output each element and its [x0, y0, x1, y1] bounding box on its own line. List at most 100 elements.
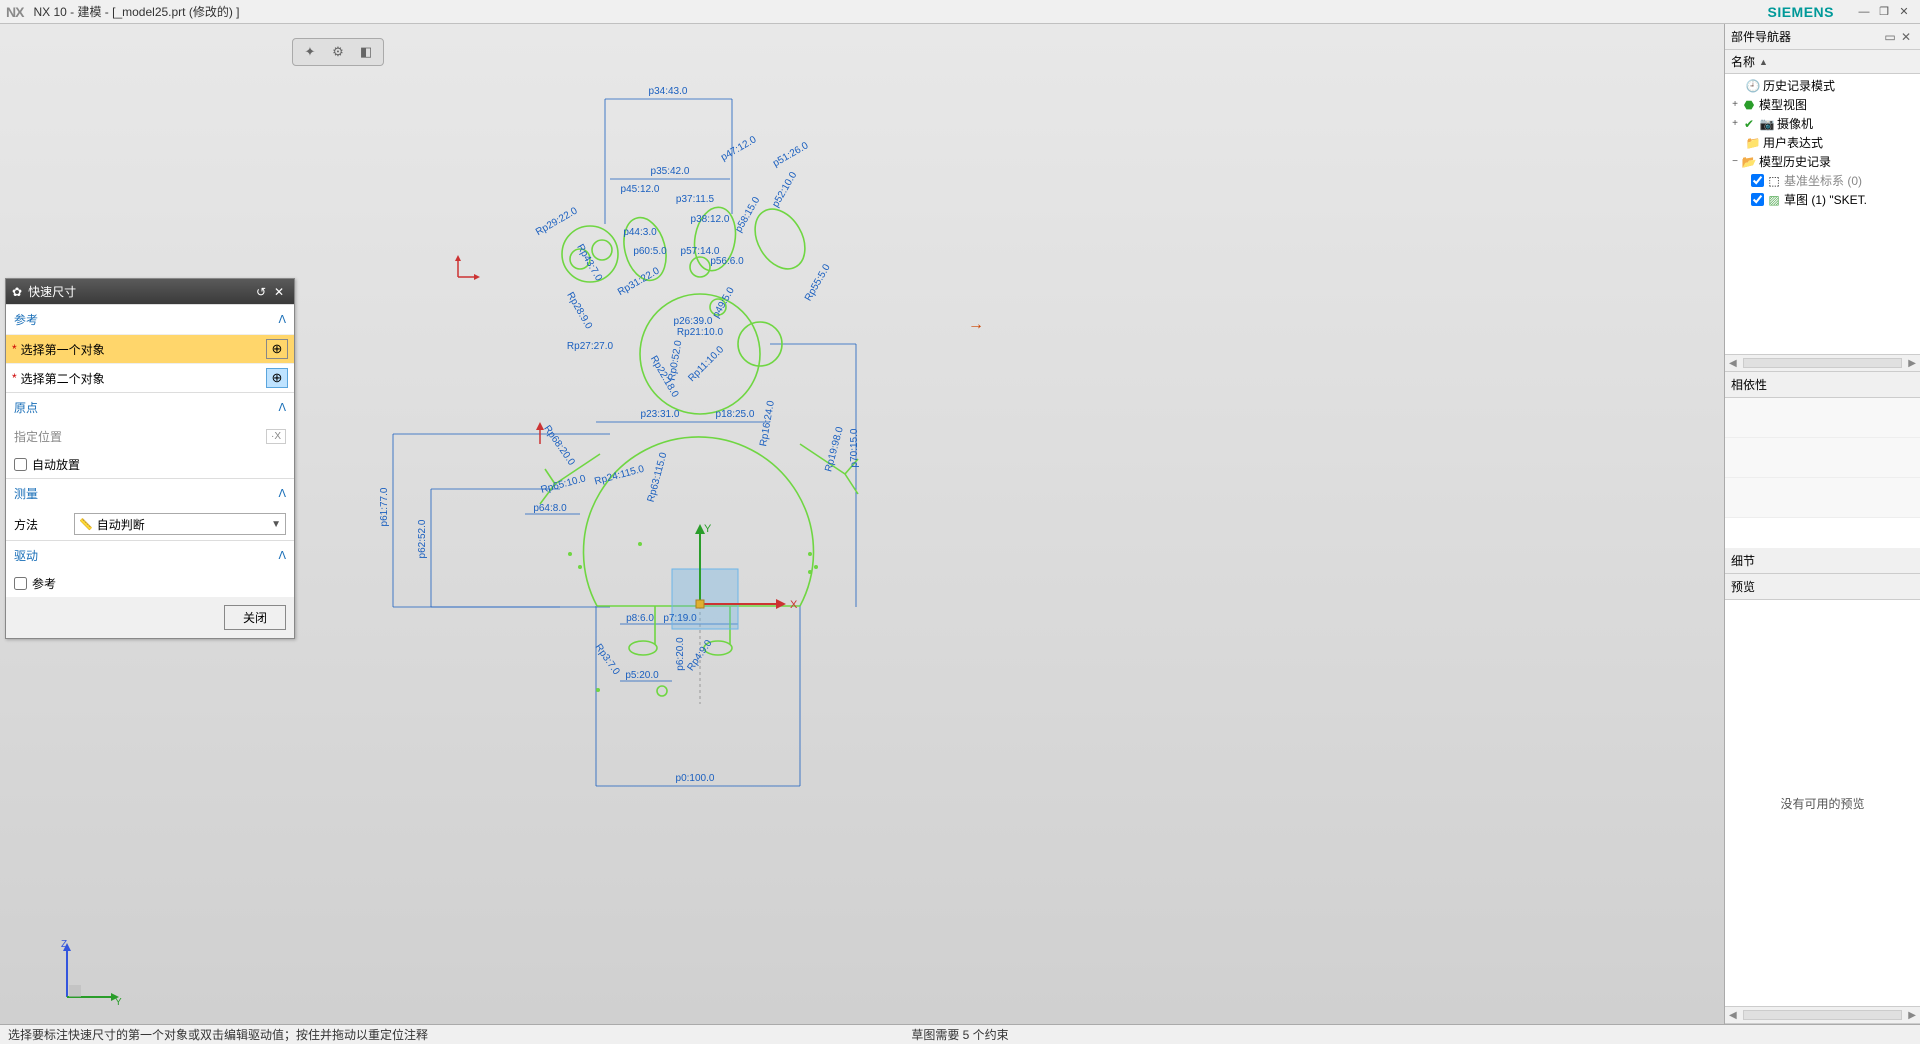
horizontal-scrollbar[interactable]: ◀▶ — [1725, 354, 1920, 372]
svg-text:p70:15.0: p70:15.0 — [849, 428, 860, 467]
nx-logo: NX — [6, 4, 23, 20]
navigator-header: 部件导航器 ▭ ✕ — [1725, 24, 1920, 50]
view-triad[interactable]: Z Y — [55, 939, 125, 1014]
direction-arrow-icon: → — [968, 316, 984, 334]
section-drive[interactable]: 驱动 ᐱ — [6, 540, 294, 570]
tree-node-model-history[interactable]: −📂模型历史记录 — [1725, 152, 1920, 171]
reference-checkbox[interactable] — [14, 577, 27, 590]
gear-icon: ✿ — [12, 285, 22, 299]
svg-text:Z: Z — [61, 939, 67, 950]
tree-node-user-expr[interactable]: 📁用户表达式 — [1725, 133, 1920, 152]
svg-text:p18:25.0: p18:25.0 — [716, 409, 755, 420]
status-bar: 选择要标注快速尺寸的第一个对象或双击编辑驱动值；按住并拖动以重定位注释 草图需要… — [0, 1024, 1920, 1044]
select-second-object-row[interactable]: *选择第二个对象 ⊕ — [6, 363, 294, 392]
svg-text:p47:12.0: p47:12.0 — [719, 134, 759, 163]
status-left: 选择要标注快速尺寸的第一个对象或双击编辑驱动值；按住并拖动以重定位注释 — [8, 1026, 428, 1043]
svg-text:p49:5.0: p49:5.0 — [711, 285, 737, 320]
dialog-titlebar[interactable]: ✿ 快速尺寸 ↺ ✕ — [6, 279, 294, 304]
dialog-reset-icon[interactable]: ↺ — [252, 285, 270, 299]
svg-text:Rp68:20.0: Rp68:20.0 — [541, 424, 577, 468]
section-reference[interactable]: 参考 ᐱ — [6, 304, 294, 334]
dependency-section-header[interactable]: 相依性 — [1725, 372, 1920, 398]
select-first-object-row[interactable]: *选择第一个对象 ⊕ — [6, 334, 294, 363]
tree-node-model-view[interactable]: +⬣模型视图 — [1725, 95, 1920, 114]
svg-text:Y: Y — [704, 523, 712, 535]
specify-location-row[interactable]: 指定位置 ·X — [6, 422, 294, 451]
csys-marker — [450, 255, 480, 290]
sketch-floating-toolbar: ✦ ⚙ ◧ — [292, 38, 384, 66]
section-measure[interactable]: 测量 ᐱ — [6, 478, 294, 508]
svg-text:Rp63:115.0: Rp63:115.0 — [646, 451, 670, 504]
chevron-up-icon: ᐱ — [278, 487, 286, 500]
svg-text:Rp3:7.0: Rp3:7.0 — [592, 642, 621, 677]
pick-icon[interactable]: ⊕ — [266, 339, 288, 359]
pick-icon[interactable]: ⊕ — [266, 368, 288, 388]
minimize-button[interactable]: — — [1854, 4, 1874, 20]
tree-node-camera[interactable]: +✔📷摄像机 — [1725, 114, 1920, 133]
tree-node-datum-csys[interactable]: ⬚基准坐标系 (0) — [1725, 171, 1920, 190]
siemens-brand: SIEMENS — [1767, 4, 1834, 20]
svg-text:Y: Y — [115, 997, 122, 1008]
auto-place-checkbox[interactable] — [14, 458, 27, 471]
svg-text:p37:11.5: p37:11.5 — [676, 194, 715, 205]
orient-icon[interactable]: ✦ — [301, 43, 319, 61]
svg-text:Rp27:27.0: Rp27:27.0 — [567, 341, 614, 352]
tree-node-history-mode[interactable]: 🕘历史记录模式 — [1725, 76, 1920, 95]
horizontal-scrollbar[interactable]: ◀▶ — [1725, 1006, 1920, 1024]
title-bar: NX NX 10 - 建模 - [_model25.prt (修改的) ] SI… — [0, 0, 1920, 24]
node-checkbox[interactable] — [1751, 193, 1764, 206]
svg-text:p58:15.0: p58:15.0 — [733, 195, 762, 235]
svg-text:p5:20.0: p5:20.0 — [625, 670, 659, 681]
svg-text:p61:77.0: p61:77.0 — [379, 487, 390, 526]
svg-text:p0:100.0: p0:100.0 — [676, 773, 715, 784]
section-origin[interactable]: 原点 ᐱ — [6, 392, 294, 422]
preview-section-header[interactable]: 预览 — [1725, 574, 1920, 600]
svg-text:p64:8.0: p64:8.0 — [533, 503, 567, 514]
node-checkbox[interactable] — [1751, 174, 1764, 187]
close-button[interactable]: 关闭 — [224, 605, 286, 630]
svg-text:X: X — [790, 599, 798, 611]
svg-text:p44:3.0: p44:3.0 — [623, 227, 657, 238]
maximize-button[interactable]: ❐ — [1874, 4, 1894, 20]
svg-text:Rp29:22.0: Rp29:22.0 — [534, 205, 580, 238]
quick-dimension-dialog: ✿ 快速尺寸 ↺ ✕ 参考 ᐱ *选择第一个对象 ⊕ *选择第二个对象 ⊕ 原点… — [5, 278, 295, 639]
close-button[interactable]: ✕ — [1894, 4, 1914, 20]
chevron-up-icon: ᐱ — [278, 549, 286, 562]
method-row: 方法 📏 自动判断 ▼ — [6, 508, 294, 540]
ruler-icon: 📏 — [79, 518, 93, 531]
svg-text:Rp31:22.0: Rp31:22.0 — [616, 265, 662, 298]
settings-icon[interactable]: ⚙ — [329, 43, 347, 61]
svg-text:p7:19.0: p7:19.0 — [663, 613, 697, 624]
dialog-close-icon[interactable]: ✕ — [270, 285, 288, 299]
svg-text:Rp19:98.0: Rp19:98.0 — [823, 425, 846, 473]
navigator-tree[interactable]: 🕘历史记录模式 +⬣模型视图 +✔📷摄像机 📁用户表达式 −📂模型历史记录 ⬚基… — [1725, 74, 1920, 354]
part-navigator-panel: 部件导航器 ▭ ✕ 名称 ▲ 🕘历史记录模式 +⬣模型视图 +✔📷摄像机 📁用户… — [1724, 24, 1920, 1024]
chevron-up-icon: ᐱ — [278, 313, 286, 326]
dialog-title: 快速尺寸 — [28, 283, 76, 300]
drive-ref-row: 参考 — [6, 570, 294, 597]
svg-text:Rp65:10.0: Rp65:10.0 — [540, 473, 588, 496]
close-icon[interactable]: ✕ — [1898, 30, 1914, 44]
status-center: 草图需要 5 个约束 — [911, 1026, 1008, 1043]
collapse-icon[interactable]: ◧ — [357, 43, 375, 61]
svg-text:Rp21:10.0: Rp21:10.0 — [677, 327, 724, 338]
detail-section-header[interactable]: 细节 — [1725, 548, 1920, 574]
svg-text:p6:20.0: p6:20.0 — [675, 637, 686, 671]
dock-icon[interactable]: ▭ — [1882, 30, 1898, 44]
method-dropdown[interactable]: 📏 自动判断 ▼ — [74, 513, 286, 535]
svg-text:p23:31.0: p23:31.0 — [641, 409, 680, 420]
svg-text:Rp43:7.0: Rp43:7.0 — [574, 242, 604, 283]
column-header[interactable]: 名称 ▲ — [1725, 50, 1920, 74]
svg-text:Rp16:24.0: Rp16:24.0 — [758, 399, 777, 447]
window-title: NX 10 - 建模 - [_model25.prt (修改的) ] — [33, 3, 239, 20]
auto-place-row: 自动放置 — [6, 451, 294, 478]
svg-text:p26:39.0: p26:39.0 — [674, 316, 713, 327]
svg-text:Rp11:10.0: Rp11:10.0 — [686, 344, 726, 384]
svg-text:p51:26.0: p51:26.0 — [771, 140, 811, 169]
svg-text:p52:10.0: p52:10.0 — [770, 170, 799, 210]
tree-node-sketch[interactable]: ▨草图 (1) "SKET. — [1725, 190, 1920, 209]
svg-text:p34:43.0: p34:43.0 — [649, 86, 688, 97]
svg-text:p56:6.0: p56:6.0 — [710, 256, 744, 267]
xyz-icon[interactable]: ·X — [266, 429, 286, 444]
svg-text:p62:52.0: p62:52.0 — [417, 519, 428, 558]
